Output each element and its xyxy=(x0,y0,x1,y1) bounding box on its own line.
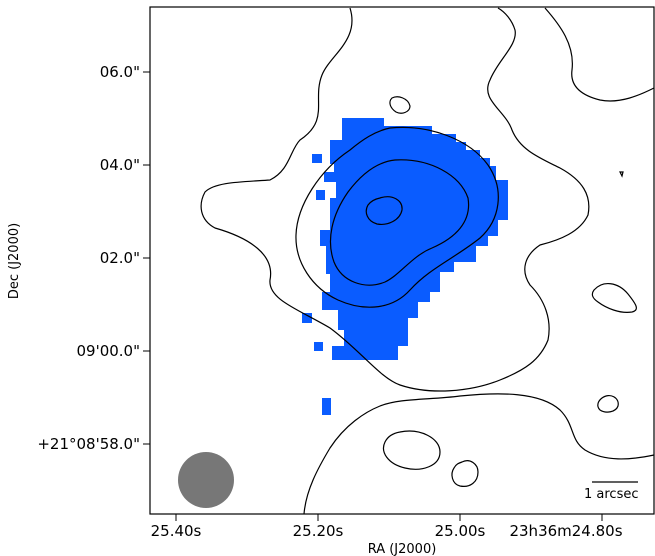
x-tick-label-1: 25.40s xyxy=(151,522,202,540)
y-axis-title: Dec (J2000) xyxy=(7,223,22,299)
x-ticks xyxy=(175,514,603,521)
y-tick-label-2: 04.0" xyxy=(100,156,140,174)
y-tick-label-4: 09'00.0" xyxy=(76,342,140,360)
x-axis-title: RA (J2000) xyxy=(368,542,437,556)
beam-ellipse xyxy=(178,452,234,508)
x-tick-label-3: 25.00s xyxy=(435,522,486,540)
y-tick-label-1: 06.0" xyxy=(100,63,140,81)
x-tick-label-2: 25.20s xyxy=(293,522,344,540)
x-tick-label-4: 23h36m24.80s xyxy=(509,522,622,540)
y-tick-label-5: +21°08'58.0" xyxy=(37,435,140,453)
y-ticks xyxy=(143,71,150,445)
scale-bar-label: 1 arcsec xyxy=(584,487,639,502)
emission-region xyxy=(302,118,508,415)
contour-lines xyxy=(200,7,655,515)
y-tick-label-3: 02.0" xyxy=(100,249,140,267)
